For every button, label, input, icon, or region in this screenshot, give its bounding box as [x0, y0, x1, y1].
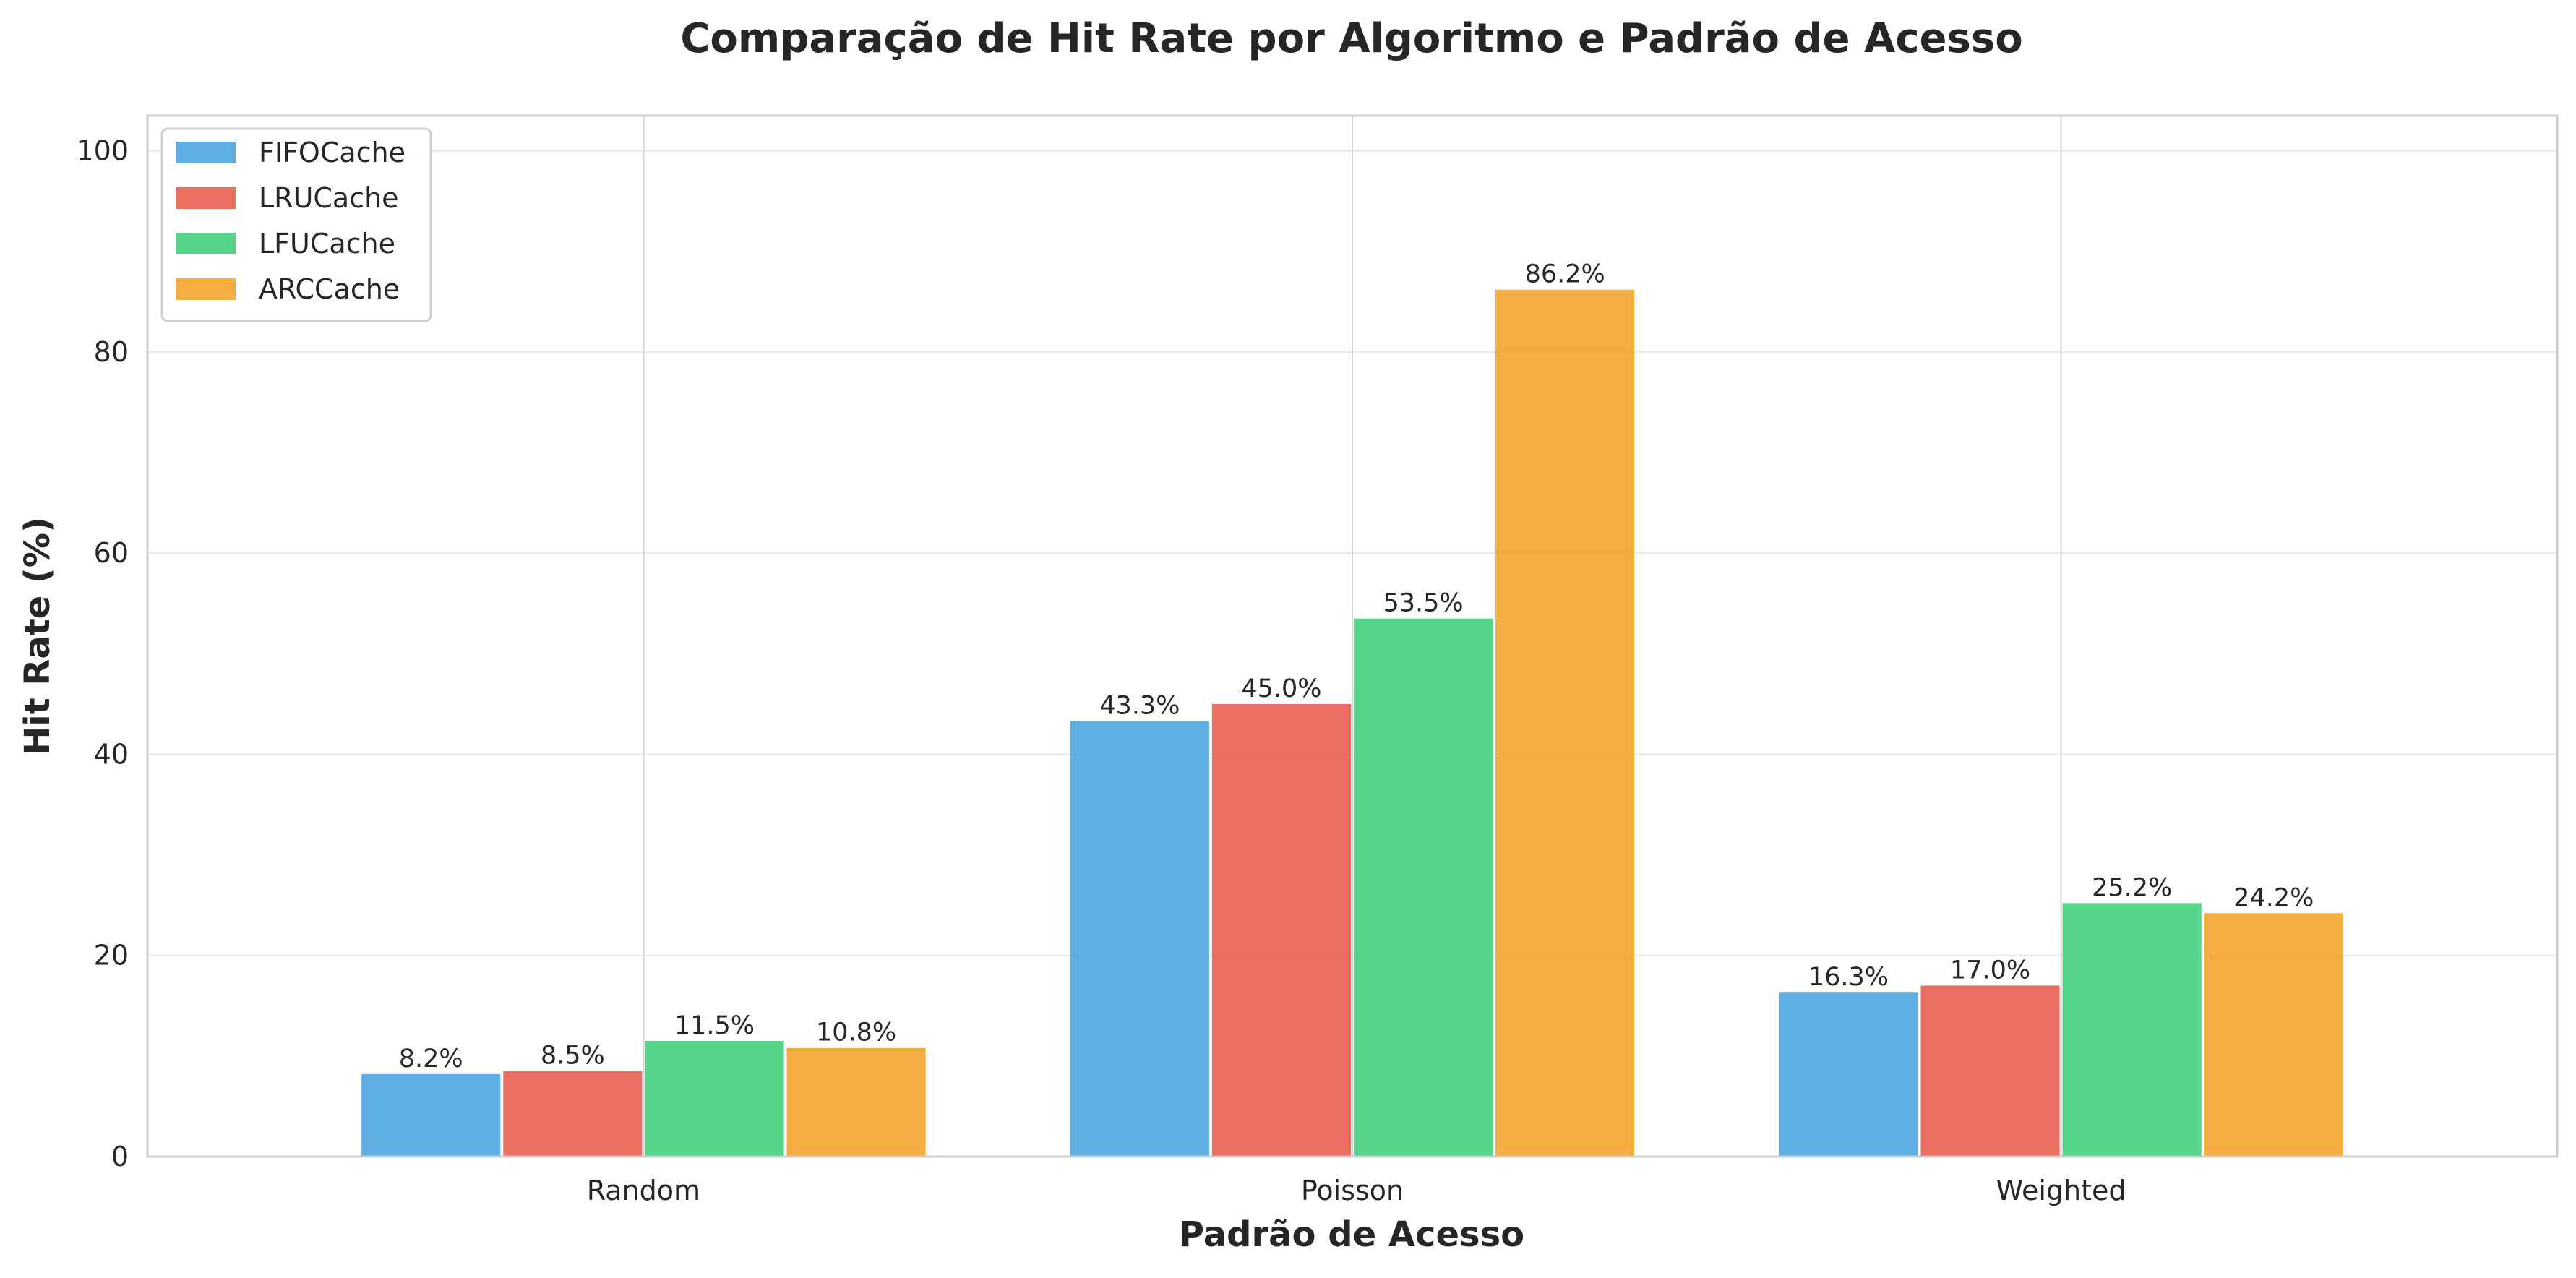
legend-swatch — [176, 233, 236, 254]
bar-value-label: 24.2% — [2233, 883, 2314, 912]
y-tick-label: 80 — [94, 336, 129, 368]
bar-value-label: 25.2% — [2092, 873, 2172, 902]
y-tick-label: 0 — [111, 1141, 129, 1172]
legend: FIFOCache LRUCache LFUCache ARCCache — [160, 127, 432, 322]
bar-fifocache-random — [361, 1073, 501, 1157]
bar-value-label: 45.0% — [1241, 674, 1321, 703]
legend-swatch — [176, 187, 236, 209]
legend-swatch — [176, 142, 236, 163]
x-tick-label: Random — [587, 1175, 700, 1206]
y-tick-label: 60 — [94, 537, 129, 569]
bar-arccache-poisson — [1495, 289, 1635, 1157]
bar-lrucache-weighted — [1920, 985, 2060, 1157]
bar-lfucache-random — [645, 1041, 784, 1157]
bar-arccache-weighted — [2204, 913, 2343, 1157]
y-tick-label: 20 — [94, 940, 129, 972]
legend-label: ARCCache — [259, 273, 400, 305]
bar-lrucache-poisson — [1211, 703, 1351, 1157]
bar-value-label: 8.2% — [399, 1045, 463, 1073]
y-axis-label: Hit Rate (%) — [17, 517, 58, 755]
bar-value-label: 8.5% — [541, 1042, 605, 1071]
legend-label: LRUCache — [259, 182, 399, 214]
bar-value-label: 11.5% — [674, 1011, 755, 1040]
plot-frame — [146, 114, 2559, 1158]
y-tick-label: 100 — [76, 135, 129, 167]
plot-area: 0 20 40 60 80 100 8.2% 43.3% 16.3% 8.5% 45.0% 17.0%… — [76, 114, 2559, 1206]
bar-lfucache-weighted — [2062, 903, 2202, 1157]
bar-fifocache-weighted — [1779, 992, 1918, 1157]
bar-value-label: 10.8% — [816, 1018, 896, 1047]
bar-value-label: 86.2% — [1525, 260, 1605, 289]
bar-lfucache-poisson — [1354, 618, 1493, 1157]
legend-label: LFUCache — [259, 228, 395, 260]
bar-arccache-random — [786, 1047, 926, 1157]
bar-value-label: 53.5% — [1383, 589, 1463, 618]
x-tick-label: Weighted — [1996, 1175, 2126, 1206]
legend-swatch — [176, 278, 236, 300]
x-axis-label: Padrão de Acesso — [1179, 1214, 1524, 1255]
legend-box — [160, 127, 432, 322]
chart-title: Comparação de Hit Rate por Algoritmo e P… — [680, 15, 2022, 62]
x-tick-label: Poisson — [1301, 1175, 1404, 1206]
y-tick-label: 40 — [94, 738, 129, 770]
bar-value-label: 17.0% — [1950, 956, 2030, 985]
bar-value-label: 16.3% — [1808, 963, 1889, 992]
bar-fifocache-poisson — [1070, 721, 1209, 1157]
legend-label: FIFOCache — [259, 137, 405, 168]
bar-lrucache-random — [503, 1071, 643, 1157]
bar-value-label: 43.3% — [1099, 692, 1180, 721]
